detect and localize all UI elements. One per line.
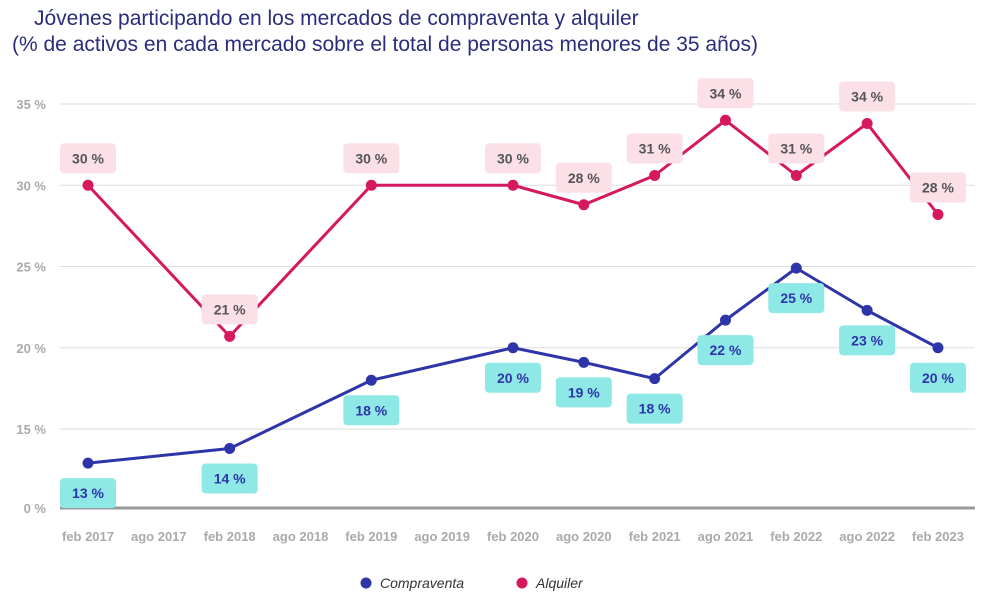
data-label-bg xyxy=(626,393,683,424)
data-label: 25 % xyxy=(780,290,812,306)
y-tick-label: 30 % xyxy=(16,178,46,193)
data-point xyxy=(719,314,731,326)
data-label: 28 % xyxy=(568,170,600,186)
data-label: 23 % xyxy=(851,332,883,348)
data-label-bg xyxy=(60,143,116,174)
data-label: 34 % xyxy=(851,89,883,105)
x-tick-label: feb 2021 xyxy=(629,529,681,544)
x-tick-label: ago 2020 xyxy=(556,529,612,544)
data-label-bg xyxy=(555,377,612,408)
data-point xyxy=(861,304,873,316)
data-point xyxy=(649,373,661,385)
legend-label: Alquiler xyxy=(535,575,584,591)
data-label-bg xyxy=(201,294,258,325)
data-label: 31 % xyxy=(639,141,671,157)
data-label-bg xyxy=(697,78,754,109)
data-point xyxy=(224,443,236,454)
x-tick-label: feb 2017 xyxy=(62,529,114,544)
data-point xyxy=(861,118,873,129)
data-label: 14 % xyxy=(214,471,246,487)
data-label-bg xyxy=(60,478,116,509)
data-label: 13 % xyxy=(72,485,104,501)
x-tick-label: ago 2018 xyxy=(273,529,329,544)
data-label: 21 % xyxy=(214,301,246,317)
data-label: 30 % xyxy=(72,150,104,166)
y-tick-label: 15 % xyxy=(16,422,46,437)
data-label-bg xyxy=(201,463,258,494)
data-label-bg xyxy=(555,162,612,193)
data-point xyxy=(365,374,377,386)
data-point xyxy=(578,199,590,211)
series-compraventa: 13 % 14 % 18 % 20 % 19 % 18 % 22 % 25 % 23 % 20 % xyxy=(60,262,966,509)
data-point xyxy=(719,114,731,126)
data-label: 34 % xyxy=(710,85,742,101)
data-label-bg xyxy=(343,143,400,174)
data-label: 18 % xyxy=(355,402,387,418)
x-tick-label: feb 2018 xyxy=(204,529,256,544)
data-label: 30 % xyxy=(497,150,529,166)
data-point xyxy=(578,356,590,368)
chart-title: Jóvenes participando en los mercados de … xyxy=(34,7,639,30)
data-point xyxy=(790,170,802,181)
legend-marker xyxy=(360,577,372,589)
data-label: 30 % xyxy=(355,150,387,166)
data-point xyxy=(507,342,519,354)
data-label-bg xyxy=(484,143,541,174)
data-label-bg xyxy=(697,335,754,366)
data-point xyxy=(932,209,944,220)
data-label: 19 % xyxy=(568,384,600,400)
data-label-bg xyxy=(839,81,896,112)
x-tick-label: ago 2019 xyxy=(414,529,470,544)
x-tick-label: ago 2017 xyxy=(131,529,187,544)
chart-subtitle: (% de activos en cada mercado sobre el t… xyxy=(12,33,758,56)
y-tick-label: 35 % xyxy=(16,97,46,112)
y-tick-label: 25 % xyxy=(16,260,46,275)
data-label: 31 % xyxy=(780,141,812,157)
data-label-bg xyxy=(768,133,825,164)
x-tick-label: ago 2021 xyxy=(698,529,754,544)
x-tick-label: ago 2022 xyxy=(839,529,895,544)
data-label-bg xyxy=(626,133,683,164)
legend-marker xyxy=(516,577,528,589)
data-label-bg xyxy=(909,172,966,203)
series-alquiler: 30 % 21 % 30 % 30 % 28 % 31 % 34 % 31 % 34 % 28 % xyxy=(60,78,966,342)
data-point xyxy=(790,262,802,274)
data-point xyxy=(507,179,519,191)
data-label: 20 % xyxy=(922,370,954,386)
x-tick-label: feb 2023 xyxy=(912,529,964,544)
series-line xyxy=(86,118,940,338)
legend-label: Compraventa xyxy=(380,575,464,591)
data-point xyxy=(82,457,94,469)
data-point xyxy=(82,179,94,191)
data-label-bg xyxy=(909,362,966,393)
data-label: 18 % xyxy=(639,401,671,417)
x-tick-label: feb 2019 xyxy=(345,529,397,544)
data-point xyxy=(365,179,377,191)
y-tick-label: 20 % xyxy=(16,341,46,356)
data-point xyxy=(649,170,661,181)
data-point xyxy=(932,342,944,354)
data-label-bg xyxy=(343,395,400,426)
x-tick-label: feb 2020 xyxy=(487,529,539,544)
y-tick-label: 0 % xyxy=(24,501,47,516)
chart-title-block: Jóvenes participando en los mercados de … xyxy=(12,6,758,58)
data-label: 22 % xyxy=(710,342,742,358)
data-label-bg xyxy=(768,283,825,314)
data-point xyxy=(224,330,236,342)
data-label: 20 % xyxy=(497,370,529,386)
series-line xyxy=(87,266,939,465)
data-label-bg xyxy=(484,362,541,393)
data-label: 28 % xyxy=(922,180,954,196)
data-label-bg xyxy=(839,325,896,356)
x-tick-label: feb 2022 xyxy=(770,529,822,544)
